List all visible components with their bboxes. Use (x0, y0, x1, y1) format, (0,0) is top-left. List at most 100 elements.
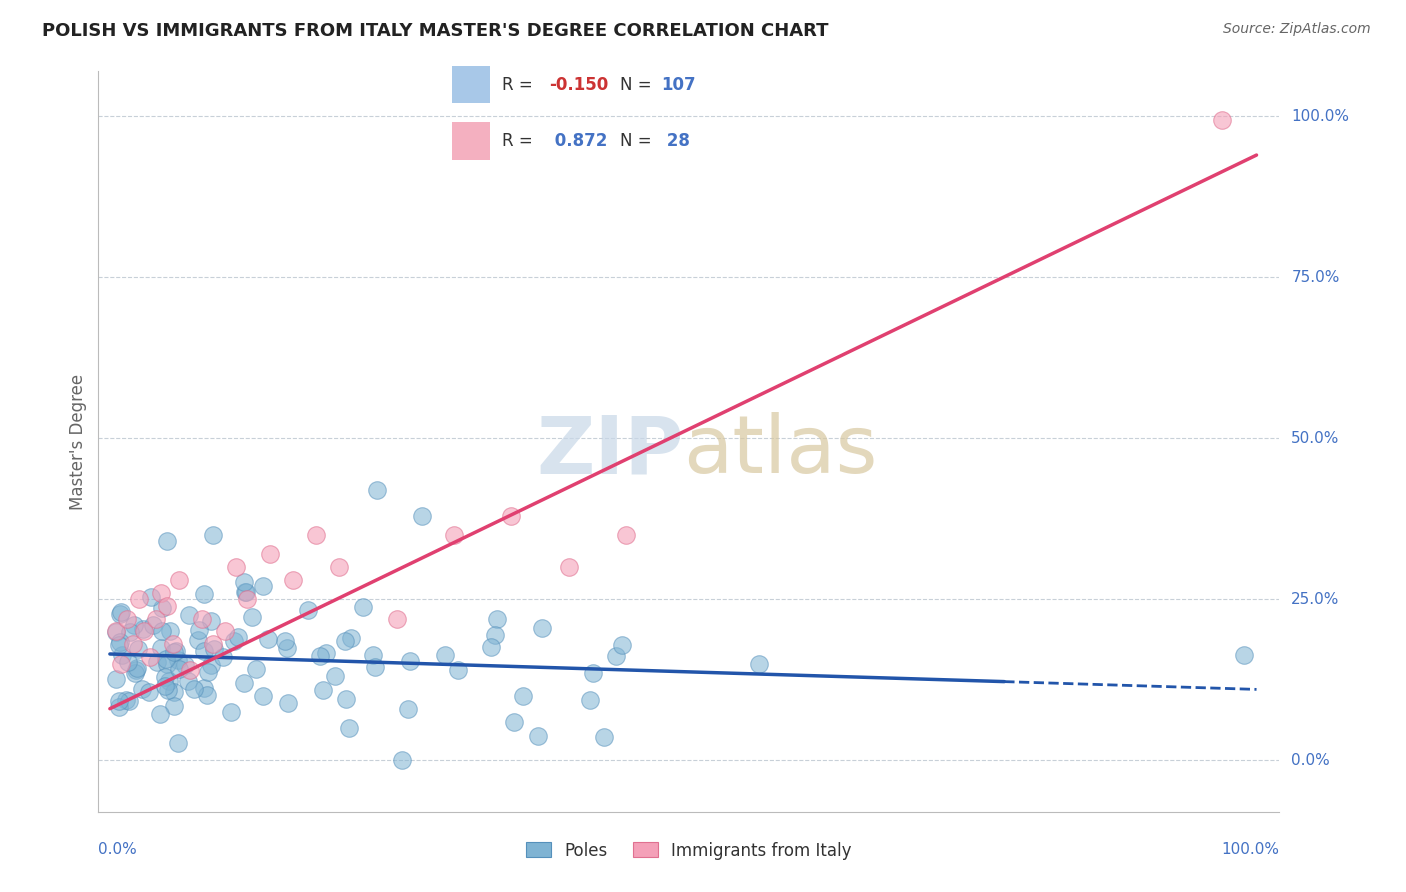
Point (276, 640, 298, 655)
Point (155, 651, 177, 665)
Point (145, 611, 167, 625)
Point (110, 657, 132, 671)
Point (124, 666, 146, 681)
Point (366, 483, 388, 497)
Point (122, 618, 145, 632)
Point (138, 685, 160, 699)
Point (610, 638, 633, 652)
Point (167, 736, 190, 750)
Point (162, 637, 184, 651)
Point (150, 624, 173, 638)
Point (107, 694, 129, 708)
Point (391, 753, 413, 767)
Point (605, 649, 627, 664)
Point (224, 634, 246, 648)
Point (202, 641, 225, 656)
Point (235, 584, 257, 599)
Point (335, 692, 357, 706)
Point (221, 705, 243, 719)
Text: ZIP: ZIP (536, 412, 683, 491)
Point (127, 641, 149, 656)
Point (447, 663, 470, 677)
Point (104, 672, 127, 686)
Point (167, 662, 190, 676)
Point (111, 648, 134, 662)
Point (188, 624, 211, 638)
Y-axis label: Master's Degree: Master's Degree (69, 374, 87, 509)
Point (132, 622, 155, 636)
Point (157, 674, 180, 689)
Point (187, 632, 209, 647)
Legend: Poles, Immigrants from Italy: Poles, Immigrants from Italy (520, 835, 858, 866)
Point (163, 685, 186, 699)
Point (235, 584, 257, 599)
Text: 0.872: 0.872 (550, 132, 607, 150)
Point (120, 625, 142, 640)
Point (385, 611, 408, 625)
Point (277, 696, 299, 710)
Text: 50.0%: 50.0% (1291, 431, 1340, 446)
Point (156, 657, 179, 672)
Point (183, 681, 205, 696)
Point (486, 612, 509, 626)
Point (157, 683, 180, 698)
Point (117, 655, 139, 669)
Point (150, 640, 173, 655)
Point (225, 560, 247, 574)
Text: 107: 107 (661, 76, 696, 94)
Point (531, 621, 554, 635)
Point (125, 663, 148, 677)
Point (177, 673, 200, 688)
Point (323, 669, 346, 683)
Point (212, 649, 235, 664)
Point (433, 648, 456, 662)
Point (149, 706, 172, 721)
Point (193, 644, 215, 658)
Text: N =: N = (620, 132, 657, 150)
Point (361, 648, 384, 662)
Point (315, 646, 337, 660)
Text: 100.0%: 100.0% (1291, 109, 1350, 124)
Point (252, 689, 274, 703)
Point (141, 590, 163, 604)
Point (443, 528, 465, 542)
Point (259, 547, 281, 561)
Point (557, 560, 579, 574)
Point (114, 693, 136, 707)
Point (146, 655, 169, 669)
Point (578, 693, 600, 707)
Point (484, 628, 506, 642)
Text: 28: 28 (661, 132, 690, 150)
Point (353, 600, 375, 615)
Point (125, 661, 148, 675)
Point (121, 637, 143, 651)
Point (228, 630, 250, 644)
Point (202, 528, 225, 542)
Point (163, 645, 186, 659)
Point (193, 681, 215, 695)
Point (153, 670, 176, 684)
Point (1233, 648, 1256, 663)
Bar (451, 122, 491, 160)
Text: Source: ZipAtlas.com: Source: ZipAtlas.com (1223, 22, 1371, 37)
Text: N =: N = (620, 76, 657, 94)
Point (202, 637, 225, 651)
Point (527, 729, 550, 743)
Text: atlas: atlas (683, 412, 877, 491)
Point (592, 731, 614, 745)
Point (128, 592, 150, 607)
Point (274, 633, 297, 648)
Point (256, 632, 278, 647)
Point (245, 662, 267, 676)
Point (177, 608, 200, 623)
Point (108, 639, 131, 653)
Point (399, 654, 422, 668)
Point (167, 573, 190, 587)
Point (142, 617, 165, 632)
Point (104, 624, 127, 639)
Point (118, 694, 141, 708)
Point (364, 659, 387, 673)
Point (252, 579, 274, 593)
Point (305, 528, 328, 542)
Point (512, 689, 534, 703)
